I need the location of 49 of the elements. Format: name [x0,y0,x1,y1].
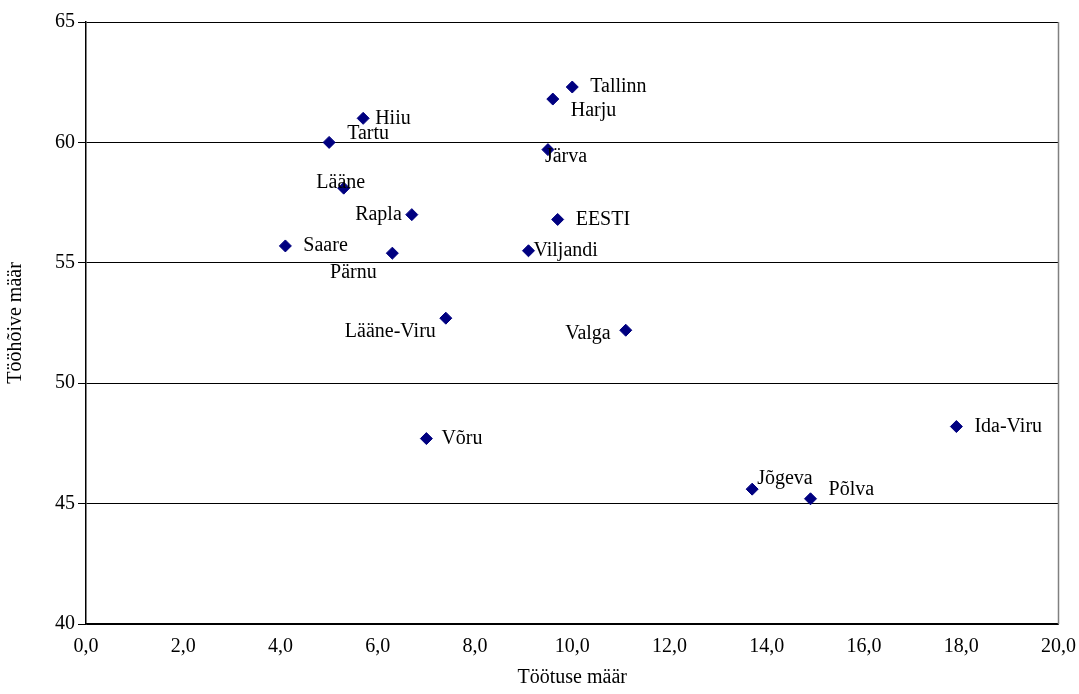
point [949,420,963,434]
x-tick-label: 6,0 [365,634,391,657]
point [551,212,565,226]
annotation: Võru [441,425,483,448]
x-tick-label: 12,0 [652,634,687,657]
annotation: Saare [303,233,348,256]
point [546,92,560,106]
annotation: Rapla [355,201,402,225]
point [419,432,433,446]
x-tick-label: 10,0 [554,634,590,657]
x-tick-label: 20,0 [1041,634,1076,657]
point [278,239,292,253]
point [322,135,336,149]
x-tick-label: 2,0 [170,634,196,657]
y-tick-label: 45 [55,490,75,513]
y-tick-label: 65 [55,9,75,32]
x-tick-label: 4,0 [268,634,293,657]
annotation: Lääne [316,170,366,193]
annotation: Tallinn [590,74,647,97]
annotation: Lääne-Viru [344,319,436,342]
y-tick-label: 50 [55,370,75,393]
annotation: Ida-Viru [974,413,1043,436]
point [521,244,535,258]
annotation: Harju [570,98,617,122]
x-tick-label: 14,0 [749,634,785,657]
y-tick-label: 40 [55,611,75,634]
annotation: Jõgeva [757,466,813,490]
point [405,208,419,222]
point [619,323,633,337]
annotation: Põlva [828,477,875,500]
annotation: Valga [565,321,611,345]
point [356,111,370,125]
x-tick-label: 8,0 [462,634,488,657]
point [565,80,579,94]
point [804,492,818,506]
annotation: Järva [544,143,588,166]
x-tick-label: 18,0 [943,634,979,657]
x-tick-label: 16,0 [846,634,882,657]
point [745,482,759,496]
annotation: Viljandi [533,238,599,262]
annotation: Pärnu [330,260,377,283]
x-axis-title: Töötuse määr [517,665,628,688]
annotation: EESTI [575,206,631,229]
y-tick-label: 55 [55,250,75,273]
x-tick-label: 0,0 [73,634,99,657]
point [385,246,399,260]
y-axis-title: Tööhõive määr [3,261,26,384]
point [439,311,453,325]
y-tick-label: 60 [55,129,75,152]
